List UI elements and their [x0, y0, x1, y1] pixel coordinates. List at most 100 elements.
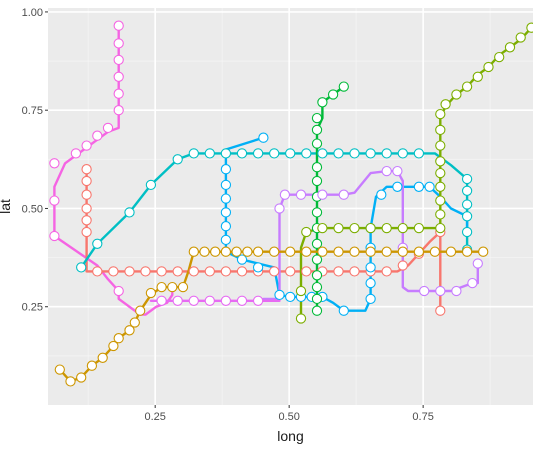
series-layer	[49, 20, 533, 387]
series-2	[79, 152, 469, 269]
data-point	[381, 246, 392, 257]
data-point	[311, 305, 323, 316]
data-point	[435, 140, 446, 151]
data-point	[381, 266, 392, 277]
data-point	[220, 148, 232, 159]
series-points-1	[81, 164, 446, 316]
data-point	[269, 148, 280, 159]
data-point	[301, 246, 312, 257]
data-point	[435, 124, 446, 136]
data-point	[295, 285, 307, 297]
data-point	[156, 266, 167, 277]
y-tick-label: 0.75	[22, 105, 43, 117]
data-point	[483, 61, 494, 73]
data-point	[274, 289, 285, 301]
data-point	[92, 130, 103, 141]
data-point	[349, 148, 360, 159]
data-point	[172, 295, 183, 306]
data-point	[70, 148, 82, 159]
data-point	[333, 148, 344, 159]
data-point	[231, 246, 242, 257]
data-point	[92, 266, 103, 277]
data-point	[317, 189, 328, 200]
data-point	[311, 162, 323, 173]
data-point	[435, 156, 446, 167]
data-point	[274, 203, 285, 214]
series-points-6	[274, 165, 483, 297]
data-point	[317, 97, 328, 108]
data-point	[65, 376, 76, 387]
data-point	[220, 207, 232, 218]
x-tick-label: 0.75	[412, 411, 433, 423]
data-point	[145, 287, 157, 299]
data-point	[435, 108, 446, 120]
data-point	[461, 246, 473, 257]
data-point	[285, 291, 296, 303]
y-tick-label: 1.00	[22, 7, 43, 19]
data-point	[461, 173, 473, 185]
data-point	[188, 148, 199, 159]
data-point	[494, 51, 505, 63]
y-tick-label: 0.25	[22, 302, 43, 314]
data-point	[236, 148, 248, 159]
data-point	[435, 167, 446, 179]
data-point	[172, 154, 183, 165]
data-point	[349, 266, 360, 277]
data-point	[478, 246, 489, 257]
data-point	[429, 246, 441, 257]
data-point	[435, 305, 446, 316]
data-point	[220, 266, 232, 277]
data-point	[220, 234, 232, 246]
data-point	[376, 189, 387, 200]
data-point	[301, 148, 312, 159]
data-point	[504, 42, 516, 53]
data-point	[311, 207, 323, 218]
data-point	[413, 181, 425, 192]
data-point	[413, 148, 425, 159]
data-point	[188, 266, 199, 277]
data-point	[461, 185, 473, 196]
data-point	[397, 246, 408, 257]
data-point	[472, 258, 483, 269]
data-point	[317, 246, 328, 257]
data-point	[97, 352, 108, 363]
data-point	[156, 295, 167, 306]
data-point	[49, 195, 60, 206]
data-point	[397, 222, 408, 234]
data-point	[381, 165, 392, 177]
data-point	[188, 295, 199, 306]
data-point	[515, 32, 526, 43]
data-point	[327, 89, 339, 100]
data-point	[113, 20, 124, 31]
series-points-7	[54, 246, 489, 387]
y-axis: 0.25 0.50 0.75 1.00	[22, 7, 48, 314]
series-0	[53, 24, 174, 316]
data-point	[419, 285, 430, 297]
data-point	[317, 222, 328, 234]
series-line	[79, 152, 469, 269]
data-point	[333, 222, 344, 234]
data-point	[204, 266, 215, 277]
data-point	[269, 266, 280, 277]
data-point	[220, 246, 232, 257]
data-point	[333, 266, 344, 277]
data-point	[140, 266, 151, 277]
data-point	[365, 222, 376, 234]
data-point	[311, 293, 323, 305]
data-point	[258, 132, 269, 143]
data-point	[124, 325, 135, 336]
x-tick-label: 0.50	[278, 411, 299, 423]
data-point	[451, 89, 462, 100]
x-axis: 0.25 0.50 0.75	[144, 405, 434, 423]
data-point	[145, 179, 157, 191]
data-point	[365, 293, 376, 305]
data-point	[472, 71, 483, 82]
data-point	[76, 262, 87, 273]
data-point	[311, 138, 323, 149]
data-point	[108, 340, 119, 352]
data-point	[199, 246, 210, 257]
data-point	[311, 124, 323, 136]
data-point	[49, 230, 60, 242]
data-point	[338, 305, 349, 316]
data-point	[381, 222, 392, 234]
